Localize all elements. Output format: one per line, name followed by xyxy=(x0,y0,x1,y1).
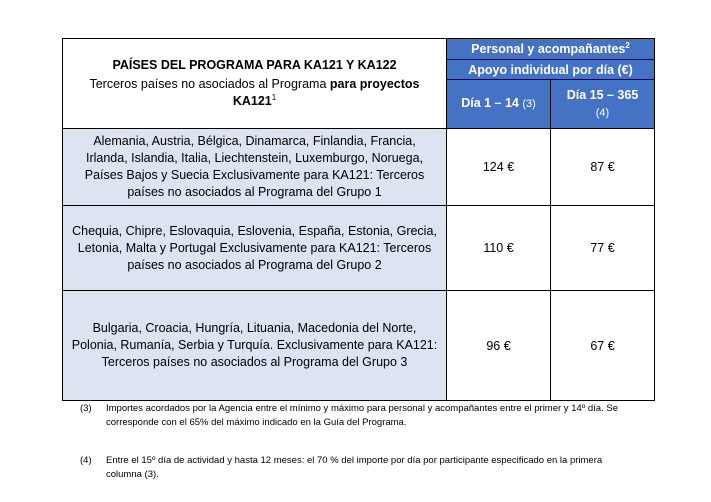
footnote-text: Entre el 15º día de actividad y hasta 12… xyxy=(106,455,603,480)
table-header-countries: PAÍSES DEL PROGRAMA PARA KA121 Y KA122 T… xyxy=(62,38,447,129)
col-day1-14-header: Día 1 – 14 (3) xyxy=(446,79,551,129)
table-row: Bulgaria, Croacia, Hungría, Lituania, Ma… xyxy=(62,290,655,401)
footnote-3: (3) Importes acordados por la Agencia en… xyxy=(80,402,640,430)
col1-ref: (3) xyxy=(522,98,536,110)
rate-day15-365: 87 € xyxy=(550,128,655,206)
col2-label: Día 15 – 365 xyxy=(566,87,639,102)
countries-cell: Bulgaria, Croacia, Hungría, Lituania, Ma… xyxy=(62,290,447,401)
footnote-text: Importes acordados por la Agencia entre … xyxy=(106,403,618,428)
table-row: Chequia, Chipre, Eslovaquia, Eslovenia, … xyxy=(62,205,655,291)
rate-day15-365: 67 € xyxy=(550,290,655,401)
countries-cell: Alemania, Austria, Bélgica, Dinamarca, F… xyxy=(62,128,447,206)
col1-label: Día 1 – 14 xyxy=(461,96,519,110)
rate-day1-14: 96 € xyxy=(446,290,551,401)
col2-ref: (4) xyxy=(595,106,610,119)
subtitle-footnote: 1 xyxy=(271,92,277,102)
subtitle-normal: Terceros países no asociados al Programa xyxy=(89,77,330,91)
rate-day1-14: 110 € xyxy=(446,205,551,291)
support-header: Apoyo individual por día (€) xyxy=(446,59,655,80)
subtitle-bold: para proyectos KA121 xyxy=(232,77,420,108)
group-footnote: 2 xyxy=(625,40,630,50)
group-label: Personal y acompañantes xyxy=(471,42,626,56)
table-row: Alemania, Austria, Bélgica, Dinamarca, F… xyxy=(62,128,655,206)
countries-cell: Chequia, Chipre, Eslovaquia, Eslovenia, … xyxy=(62,205,447,291)
rates-table: PAÍSES DEL PROGRAMA PARA KA121 Y KA122 T… xyxy=(62,38,655,401)
footnote-4: (4) Entre el 15º día de actividad y hast… xyxy=(80,454,640,482)
group-header: Personal y acompañantes2 xyxy=(446,38,655,60)
col-day15-365-header: Día 15 – 365 (4) xyxy=(550,79,655,129)
table-subtitle: Terceros países no asociados al Programa… xyxy=(69,76,440,110)
table-title: PAÍSES DEL PROGRAMA PARA KA121 Y KA122 xyxy=(112,58,397,72)
footnote-number: (3) xyxy=(80,403,92,414)
rate-day1-14: 124 € xyxy=(446,128,551,206)
rate-day15-365: 77 € xyxy=(550,205,655,291)
footnote-number: (4) xyxy=(80,455,92,466)
